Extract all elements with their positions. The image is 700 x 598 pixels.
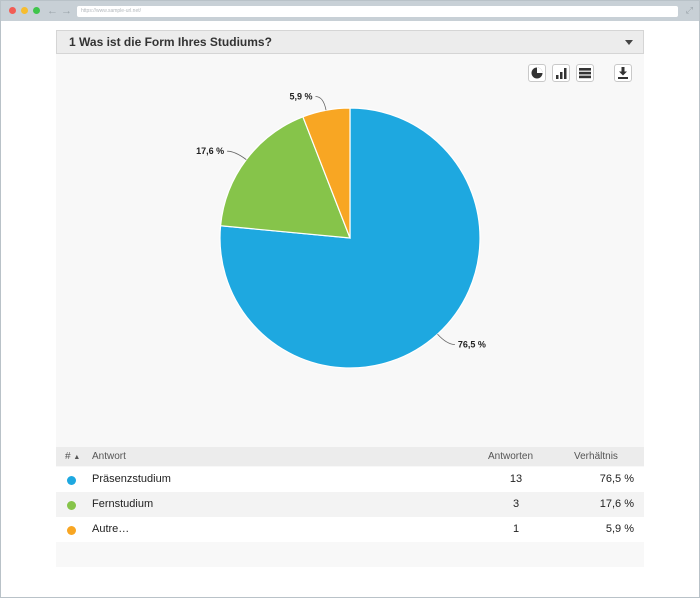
browser-titlebar: ← → https://www.sample-url.net/ ⤢ xyxy=(1,1,699,21)
fullscreen-icon[interactable]: ⤢ xyxy=(685,5,693,15)
table-header: # ▲ Antwort Antworten Verhältnis xyxy=(56,447,644,466)
table-view-icon xyxy=(579,68,591,79)
pie-data-label-3: 5,9 % xyxy=(289,91,312,101)
pie-chart-icon xyxy=(531,67,543,79)
bar-chart-icon xyxy=(556,68,567,79)
back-arrow-icon[interactable]: ← xyxy=(47,5,58,17)
table-row: Autre… 1 5,9 % xyxy=(56,517,644,542)
pie-chart-button[interactable] xyxy=(528,64,546,82)
response-count: 3 xyxy=(512,498,520,510)
answer-header[interactable]: Antwort xyxy=(92,451,126,462)
label-leader-2 xyxy=(227,150,247,160)
bar-chart-button[interactable] xyxy=(552,64,570,82)
responses-header[interactable]: Antworten xyxy=(488,451,534,462)
download-button[interactable] xyxy=(614,64,632,82)
ratio-header[interactable]: Verhältnis xyxy=(574,451,618,462)
label-leader-1 xyxy=(437,333,455,345)
address-bar[interactable]: https://www.sample-url.net/ xyxy=(77,6,678,17)
label-leader-3 xyxy=(315,96,327,111)
ratio-value: 17,6 % xyxy=(599,498,634,510)
pie-slice-2[interactable] xyxy=(219,116,351,239)
ratio-value: 76,5 % xyxy=(599,473,634,485)
question-title: 1 Was ist die Form Ihres Studiums? xyxy=(69,35,272,49)
question-header[interactable]: 1 Was ist die Form Ihres Studiums? xyxy=(56,30,644,54)
legend-dot xyxy=(67,526,76,535)
response-count: 13 xyxy=(509,473,523,485)
minimize-window-icon[interactable] xyxy=(21,7,28,14)
answer-label: Fernstudium xyxy=(92,498,154,510)
legend-dot xyxy=(67,501,76,510)
chevron-down-icon[interactable] xyxy=(625,40,633,45)
answer-label: Autre… xyxy=(92,523,130,535)
index-header[interactable]: # ▲ xyxy=(65,451,81,462)
pie-data-label-1: 76,5 % xyxy=(458,340,486,350)
table-row: Präsenzstudium 13 76,5 % xyxy=(56,467,644,492)
legend-dot xyxy=(67,476,76,485)
table-view-button[interactable] xyxy=(576,64,594,82)
download-icon xyxy=(618,67,628,79)
response-count: 1 xyxy=(512,523,520,535)
table-row: Fernstudium 3 17,6 % xyxy=(56,492,644,517)
pie-chart: 76,5 % 17,6 % 5,9 % xyxy=(196,91,486,369)
pie-data-label-2: 17,6 % xyxy=(196,146,224,156)
maximize-window-icon[interactable] xyxy=(33,7,40,14)
question-card: 1 Was ist die Form Ihres Studiums? xyxy=(56,30,644,567)
answer-label: Präsenzstudium xyxy=(92,473,171,485)
close-window-icon[interactable] xyxy=(9,7,16,14)
forward-arrow-icon[interactable]: → xyxy=(61,5,72,17)
ratio-value: 5,9 % xyxy=(605,523,634,535)
sort-ascending-icon[interactable]: ▲ xyxy=(73,454,81,461)
